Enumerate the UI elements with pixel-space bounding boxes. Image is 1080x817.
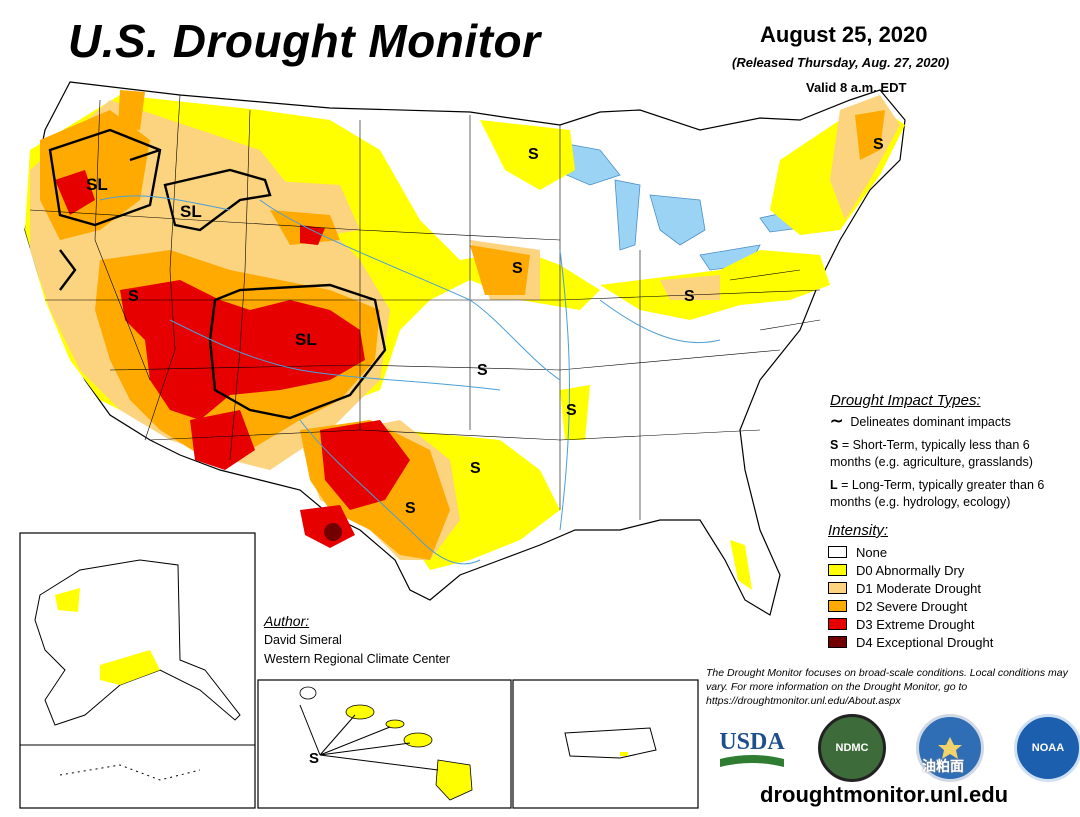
map-date: August 25, 2020	[760, 22, 928, 47]
ndmc-text: NDMC	[835, 742, 869, 754]
impact-short: S = Short-Term, typically less than 6 mo…	[830, 437, 1070, 471]
impact-heading: Drought Impact Types:	[830, 392, 981, 409]
intensity-heading: Intensity:	[828, 522, 889, 539]
author-name: David Simeral	[264, 633, 342, 647]
valid-time: Valid 8 a.m. EDT	[806, 80, 907, 95]
label-s-ohio: S	[684, 288, 695, 305]
d3-areas	[55, 170, 410, 548]
label-s-minnesota: S	[528, 146, 539, 163]
short-term-key: S	[830, 438, 839, 452]
impact-lines	[48, 128, 387, 420]
great-lakes	[544, 139, 822, 271]
intensity-item: D3 Extreme Drought	[828, 615, 993, 633]
delineate-line-icon: ∼	[830, 413, 844, 430]
hawaii-inset	[257, 679, 512, 809]
intensity-swatch	[828, 564, 847, 576]
label-s-nevada: S	[128, 288, 139, 305]
state-lines	[29, 94, 821, 520]
intensity-swatch	[828, 546, 847, 558]
long-term-key: L	[830, 478, 838, 492]
author-org: Western Regional Climate Center	[264, 652, 450, 666]
intensity-item: D0 Abnormally Dry	[828, 561, 993, 579]
impact-delineates: ∼ Delineates dominant impacts	[830, 413, 1070, 431]
intensity-item: None	[828, 543, 993, 561]
author-block: Author: David Simeral Western Regional C…	[264, 612, 450, 669]
label-sl-oregon: SL	[86, 175, 108, 194]
label-s-arkansas: S	[566, 402, 577, 419]
logo-row: USDA NDMC NOAA	[716, 714, 1080, 782]
intensity-label: D2 Severe Drought	[856, 598, 968, 614]
intensity-label: D1 Moderate Drought	[856, 580, 982, 596]
d4-area	[324, 523, 342, 541]
noaa-text: NOAA	[1031, 742, 1065, 754]
intensity-label: D4 Exceptional Drought	[856, 634, 994, 650]
alaska-shape	[34, 559, 241, 726]
map-title: U.S. Drought Monitor	[68, 15, 541, 67]
noaa-logo: NOAA	[1014, 714, 1080, 782]
intensity-swatch	[828, 600, 847, 612]
delineates-text: Delineates dominant impacts	[850, 415, 1011, 429]
label-sl-idaho: SL	[180, 202, 202, 221]
label-s-oklahoma: S	[470, 460, 481, 477]
label-s-maine: S	[873, 136, 884, 153]
intensity-item: D4 Exceptional Drought	[828, 633, 993, 651]
ndmc-logo: NDMC	[818, 714, 886, 782]
alaska-d0	[55, 588, 160, 685]
label-sl-colorado: SL	[295, 330, 317, 349]
intensity-label: D0 Abnormally Dry	[856, 562, 965, 578]
release-note: (Released Thursday, Aug. 27, 2020)	[732, 55, 950, 70]
label-s-texas: S	[405, 500, 416, 517]
watermark: 油粕面	[922, 758, 964, 774]
hawaii-islands	[299, 686, 473, 801]
author-heading: Author:	[264, 613, 310, 629]
intensity-label: None	[856, 544, 888, 560]
disclaimer-note: The Drought Monitor focuses on broad-sca…	[706, 667, 1068, 707]
puerto-rico-shape	[564, 727, 657, 759]
intensity-item: D2 Severe Drought	[828, 597, 993, 615]
label-s-kansas: S	[477, 362, 488, 379]
impact-long: L = Long-Term, typically greater than 6 …	[830, 477, 1070, 511]
rivers	[99, 195, 721, 565]
site-url[interactable]: droughtmonitor.unl.edu	[760, 782, 1009, 807]
impact-legend: Drought Impact Types: ∼ Delineates domin…	[830, 392, 1070, 517]
intensity-swatch	[828, 618, 847, 630]
commerce-seal-icon	[916, 714, 984, 782]
long-term-text: = Long-Term, typically greater than 6 mo…	[830, 478, 1045, 509]
intensity-label: D3 Extreme Drought	[856, 616, 975, 632]
label-s-hawaii: S	[309, 750, 320, 767]
intensity-swatch	[828, 582, 847, 594]
intensity-swatch	[828, 636, 847, 648]
intensity-legend: Intensity: None D0 Abnormally Dry D1 Moder…	[828, 522, 993, 651]
intensity-item: D1 Moderate Drought	[828, 579, 993, 597]
usda-logo: USDA	[719, 729, 785, 767]
label-s-iowa: S	[512, 260, 523, 277]
short-term-text: = Short-Term, typically less than 6 mont…	[830, 438, 1033, 469]
svg-text:USDA: USDA	[719, 729, 785, 755]
